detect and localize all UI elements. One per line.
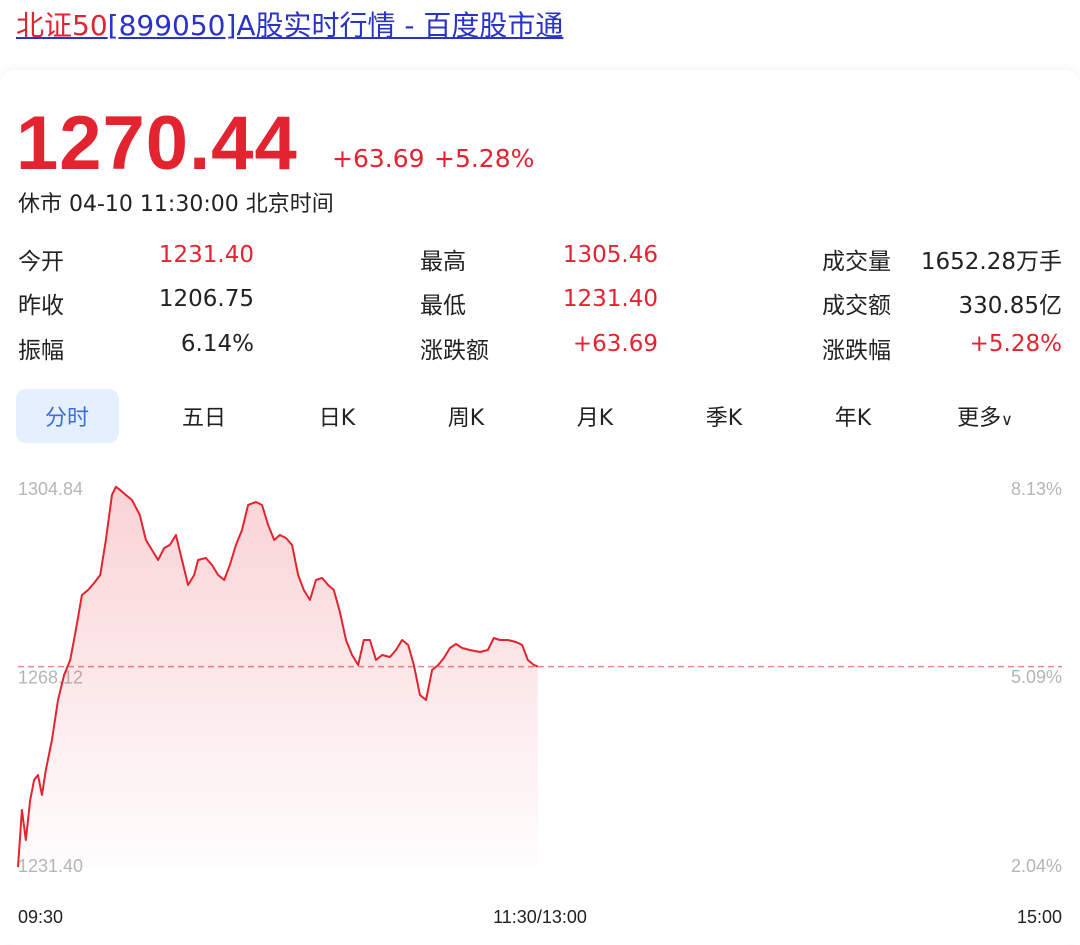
price: 1270.44 [16, 101, 298, 186]
tab[interactable]: 年K [834, 406, 872, 431]
change: +63.69 [332, 144, 425, 173]
stat-value: 6.14% [180, 331, 254, 357]
stat-label: 涨跌额 [420, 338, 489, 364]
stat-value: 1231.40 [562, 286, 658, 312]
stat-label: 成交量 [822, 249, 891, 275]
stat-label: 今开 [18, 249, 64, 275]
stat-value: 1305.46 [562, 242, 658, 268]
stat-value: 330.85亿 [958, 293, 1062, 319]
stat-label: 振幅 [18, 338, 64, 364]
tab[interactable]: 季K [705, 406, 743, 431]
stat-label: 成交额 [822, 293, 891, 319]
stat-label: 最低 [420, 293, 466, 319]
tab[interactable]: 五日 [181, 406, 227, 431]
tab[interactable]: 分时 [44, 406, 90, 431]
chevron[interactable]: ∨ [1001, 410, 1013, 429]
stat-label: 昨收 [18, 293, 64, 319]
market-status: 休市 04-10 11:30:00 北京时间 [18, 192, 334, 217]
stat-label: 涨跌幅 [822, 338, 891, 364]
index-name[interactable]: 北证50 [16, 9, 108, 42]
stat-value: 1206.75 [158, 286, 254, 312]
tab[interactable]: 月K [576, 406, 614, 431]
tab[interactable]: 日K [318, 406, 356, 431]
change-pct: +5.28% [434, 144, 535, 173]
page-title-link[interactable]: 北证50[899050]A股实时行情 - 百度股市通 [16, 4, 563, 44]
stat-value: +5.28% [969, 331, 1062, 357]
stat-value: 1231.40 [158, 242, 254, 268]
stat-value: +63.69 [572, 331, 658, 357]
page-title[interactable]: [899050]A股实时行情 - 百度股市通 [107, 9, 564, 42]
stat-label: 最高 [420, 249, 466, 275]
tab[interactable]: 更多∨ [957, 406, 1013, 431]
stat-value: 1652.28万手 [920, 249, 1062, 275]
tab[interactable]: 周K [447, 406, 485, 431]
active-tab-bg [16, 389, 119, 443]
